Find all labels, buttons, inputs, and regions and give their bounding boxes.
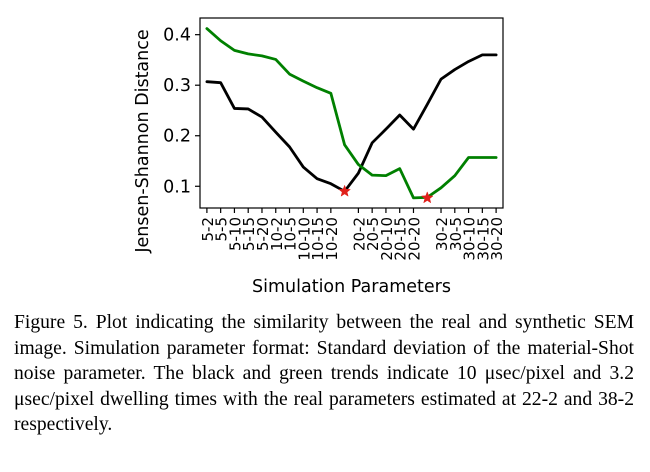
y-tick-label: 0.4 — [163, 26, 191, 46]
x-tick-label: 30-15 — [474, 217, 492, 261]
x-tick-label: 5-5 — [213, 217, 231, 242]
y-tick-label: 0.2 — [163, 127, 191, 147]
x-tick-label: 10-20 — [323, 217, 341, 261]
marker-layer — [338, 184, 434, 204]
x-tick-label: 30-10 — [461, 217, 479, 261]
x-tick-label: 10-10 — [295, 217, 313, 261]
figure-caption: Figure 5. Plot indicating the similarity… — [14, 312, 634, 435]
series-line-1 — [205, 27, 498, 200]
x-tick-label: 5-20 — [254, 217, 272, 251]
star-marker-1 — [420, 191, 434, 204]
x-tick-label: 5-2 — [199, 217, 217, 242]
y-axis-label: Jensen-Shannon Distance — [133, 29, 153, 253]
x-tick-label: 20-2 — [350, 217, 368, 251]
x-tick-label: 10-15 — [309, 217, 327, 261]
x-tick-label: 20-10 — [378, 217, 396, 261]
series-line-0 — [205, 53, 498, 193]
x-tick-label: 10-2 — [268, 217, 286, 251]
x-tick-label: 30-5 — [447, 217, 465, 251]
series-layer — [205, 27, 498, 200]
x-tick-label: 5-10 — [226, 217, 244, 251]
x-tick-label: 30-20 — [488, 217, 506, 261]
plot-frame — [199, 17, 504, 209]
line-chart: 0.10.20.30.4 5-25-55-105-155-2010-210-51… — [133, 17, 506, 297]
y-axis: 0.1 0.2 0.3 0.4 — [163, 26, 200, 197]
x-axis: 5-25-55-105-155-2010-210-510-1010-1510-2… — [199, 208, 506, 261]
x-tick-label: 20-5 — [364, 217, 382, 251]
x-tick-label: 5-15 — [240, 217, 258, 251]
x-tick-label: 30-2 — [433, 217, 451, 251]
star-marker-0 — [338, 184, 351, 197]
x-axis-label: Simulation Parameters — [252, 277, 451, 297]
x-tick-label: 20-15 — [392, 217, 410, 261]
y-tick-label: 0.3 — [163, 76, 191, 96]
x-tick-label: 20-20 — [405, 217, 423, 261]
x-tick-label: 10-5 — [282, 217, 300, 251]
y-tick-label: 0.1 — [163, 177, 191, 197]
